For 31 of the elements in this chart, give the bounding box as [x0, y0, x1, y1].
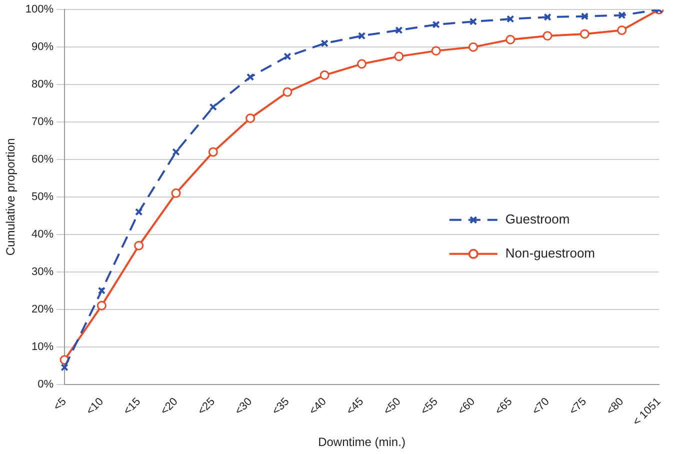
legend-label: Non-guestroom [505, 246, 596, 261]
x-tick-label: <55 [418, 396, 440, 418]
x-tick-label: <30 [232, 396, 255, 418]
x-tick-label: <65 [492, 396, 515, 418]
x-tick-label: <35 [270, 396, 292, 418]
y-tick-label: 90% [32, 41, 54, 54]
x-tick-label: <20 [158, 396, 180, 418]
legend-label: Guestroom [505, 212, 570, 227]
x-tick-label: <40 [307, 396, 329, 418]
y-tick-label: 20% [32, 303, 54, 316]
x-tick-label: <80 [604, 396, 626, 418]
y-tick-label: 10% [32, 340, 54, 353]
x-tick-label: <25 [196, 396, 218, 418]
y-tick-label: 60% [32, 153, 54, 166]
x-tick-label: <5 [51, 396, 69, 414]
x-axis-title: Downtime (min.) [318, 435, 406, 450]
y-tick-label: 70% [32, 116, 54, 128]
x-tick-label: <75 [567, 396, 589, 418]
y-tick-label: 50% [32, 190, 54, 203]
y-tick-label: 0% [38, 378, 54, 390]
y-tick-label: 40% [32, 228, 54, 240]
x-tick-label: <50 [381, 396, 404, 418]
y-tick-label: 100% [25, 4, 54, 16]
x-tick-label: <45 [344, 396, 366, 418]
x-tick-label: <60 [456, 396, 478, 418]
y-tick-label: 80% [32, 78, 54, 91]
x-tick-label: <15 [121, 396, 144, 418]
x-tick-label: <70 [530, 396, 552, 418]
x-tick-label: <10 [84, 396, 106, 418]
y-tick-label: 30% [32, 266, 54, 278]
y-axis-title: Cumulative proportion [4, 138, 18, 256]
